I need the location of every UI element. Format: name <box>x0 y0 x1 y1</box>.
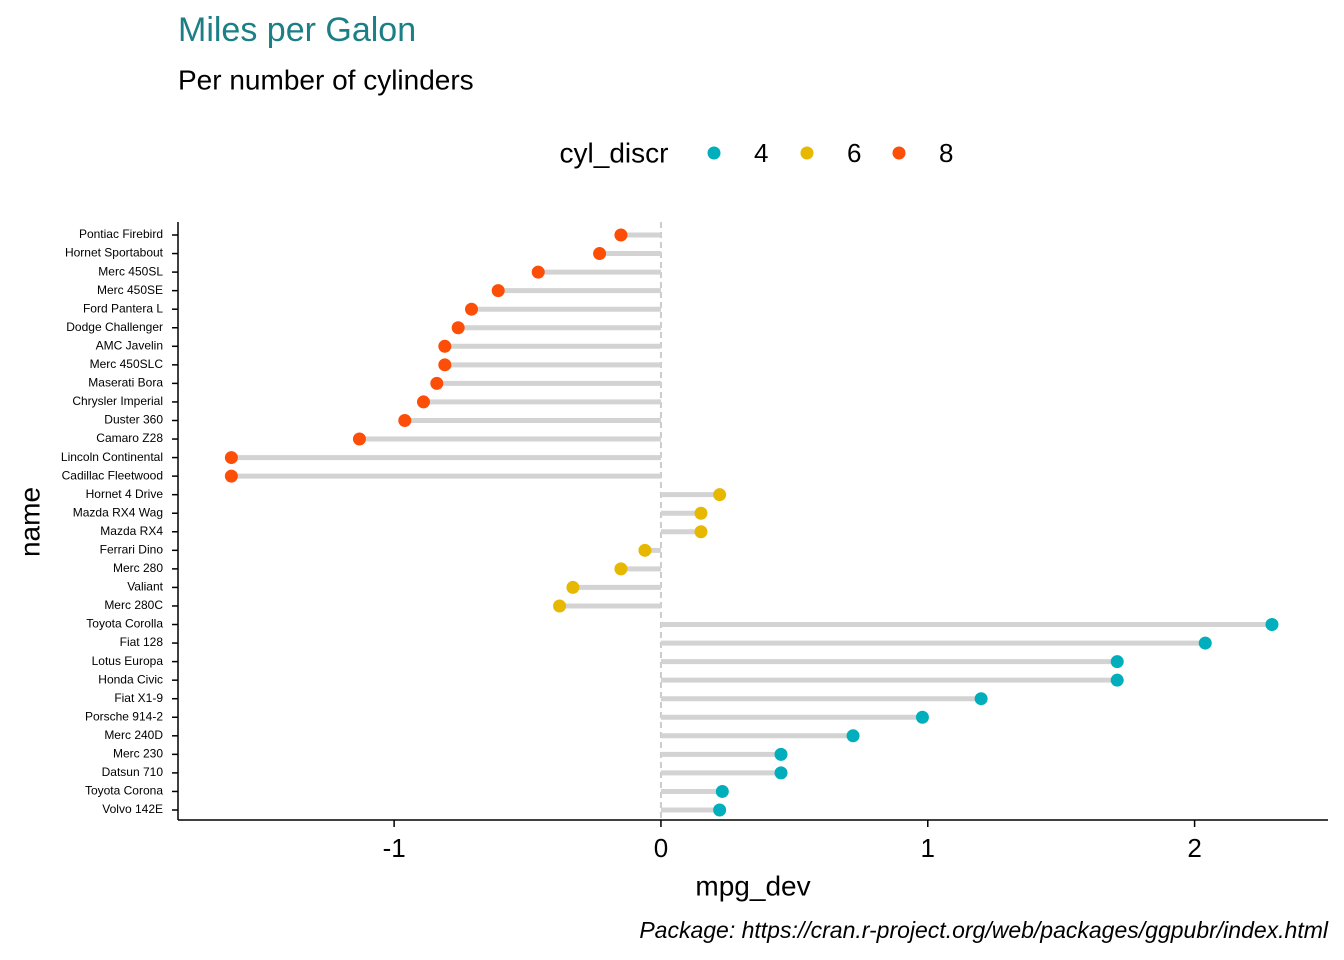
y-tick-label: Merc 280C <box>104 598 163 612</box>
legend-marker <box>800 146 814 160</box>
y-tick-label: Ford Pantera L <box>83 301 163 315</box>
lollipop-dot <box>593 247 607 261</box>
y-tick-label: Mazda RX4 Wag <box>73 505 163 519</box>
legend-title: cyl_discr <box>560 137 669 168</box>
lollipop-dot <box>846 729 860 743</box>
legend-label: 4 <box>754 138 768 168</box>
y-tick-label: Chrysler Imperial <box>72 394 163 408</box>
y-tick-label: Hornet 4 Drive <box>86 487 164 501</box>
lollipop-dot <box>974 692 988 706</box>
y-tick-label: Merc 450SL <box>98 264 163 278</box>
y-tick-label: Fiat X1-9 <box>114 691 163 705</box>
y-tick-label: Fiat 128 <box>120 635 164 649</box>
y-tick-label: Valiant <box>127 580 163 594</box>
lollipop-dot <box>614 562 628 576</box>
y-tick-label: Volvo 142E <box>102 802 163 816</box>
y-tick-label: Merc 450SLC <box>90 357 164 371</box>
legend-label: 8 <box>939 138 953 168</box>
legend-marker <box>707 146 721 160</box>
caption: Package: https://cran.r-project.org/web/… <box>639 917 1329 943</box>
lollipop-dot <box>531 265 545 279</box>
y-tick-label: Dodge Challenger <box>66 320 163 334</box>
y-tick-label: Merc 240D <box>104 728 163 742</box>
lollipop-dot <box>566 580 580 594</box>
legend-marker <box>892 146 906 160</box>
y-tick-label: Merc 450SE <box>97 283 163 297</box>
lollipop-dot <box>430 376 444 390</box>
x-tick-label: 1 <box>921 833 935 863</box>
lollipop-dot <box>774 747 788 761</box>
lollipop-dot <box>694 506 708 520</box>
y-tick-label: Cadillac Fleetwood <box>62 468 163 482</box>
lollipop-dot <box>398 413 412 427</box>
y-tick-label: Datsun 710 <box>102 765 164 779</box>
lollipop-dot <box>491 284 505 298</box>
y-tick-label: Mazda RX4 <box>100 524 163 538</box>
y-tick-label: Toyota Corona <box>85 784 163 798</box>
lollipop-dot <box>915 710 929 724</box>
lollipop-dot <box>713 803 727 817</box>
lollipop-dot <box>774 766 788 780</box>
lollipop-dot <box>451 321 465 335</box>
lollipop-dot <box>438 358 452 372</box>
lollipop-dot <box>694 525 708 539</box>
lollipop-dot <box>224 451 238 465</box>
x-tick-label: 0 <box>654 833 668 863</box>
y-tick-label: Camaro Z28 <box>96 431 163 445</box>
y-tick-label: Hornet Sportabout <box>65 246 164 260</box>
x-tick-label: -1 <box>383 833 406 863</box>
lollipop-dot <box>352 432 366 446</box>
lollipop-dot <box>416 395 430 409</box>
x-axis-title: mpg_dev <box>695 870 810 901</box>
y-tick-label: Honda Civic <box>98 672 163 686</box>
lollipop-dot <box>1110 655 1124 669</box>
y-tick-label: Ferrari Dino <box>100 542 164 556</box>
chart-subtitle: Per number of cylinders <box>178 64 474 95</box>
lollipop-dot <box>614 228 628 242</box>
x-tick-label: 2 <box>1187 833 1201 863</box>
y-tick-label: Lincoln Continental <box>61 450 163 464</box>
chart-title: Miles per Galon <box>178 11 416 49</box>
lollipop-dot <box>1265 618 1279 632</box>
lollipop-dot <box>438 339 452 353</box>
y-tick-label: Merc 230 <box>113 747 163 761</box>
y-tick-label: Lotus Europa <box>92 654 164 668</box>
lollipop-dot <box>715 784 729 798</box>
y-tick-label: Porsche 914-2 <box>85 709 163 723</box>
lollipop-dot <box>1198 636 1212 650</box>
lollipop-dot <box>553 599 567 613</box>
lollipop-dot <box>224 469 238 483</box>
y-tick-label: Pontiac Firebird <box>79 227 163 241</box>
lollipop-dot <box>1110 673 1124 687</box>
lollipop-dot <box>465 302 479 316</box>
y-tick-label: Toyota Corolla <box>86 617 163 631</box>
lollipop-dot <box>713 488 727 502</box>
legend-label: 6 <box>847 138 861 168</box>
y-tick-label: AMC Javelin <box>96 338 163 352</box>
y-axis-title: name <box>14 487 45 557</box>
lollipop-dot <box>638 543 652 557</box>
y-tick-label: Maserati Bora <box>88 376 163 390</box>
y-tick-label: Duster 360 <box>104 413 163 427</box>
y-tick-label: Merc 280 <box>113 561 163 575</box>
